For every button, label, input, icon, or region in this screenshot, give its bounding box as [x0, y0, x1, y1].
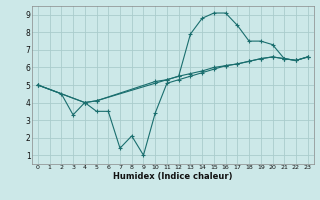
X-axis label: Humidex (Indice chaleur): Humidex (Indice chaleur) [113, 172, 233, 181]
